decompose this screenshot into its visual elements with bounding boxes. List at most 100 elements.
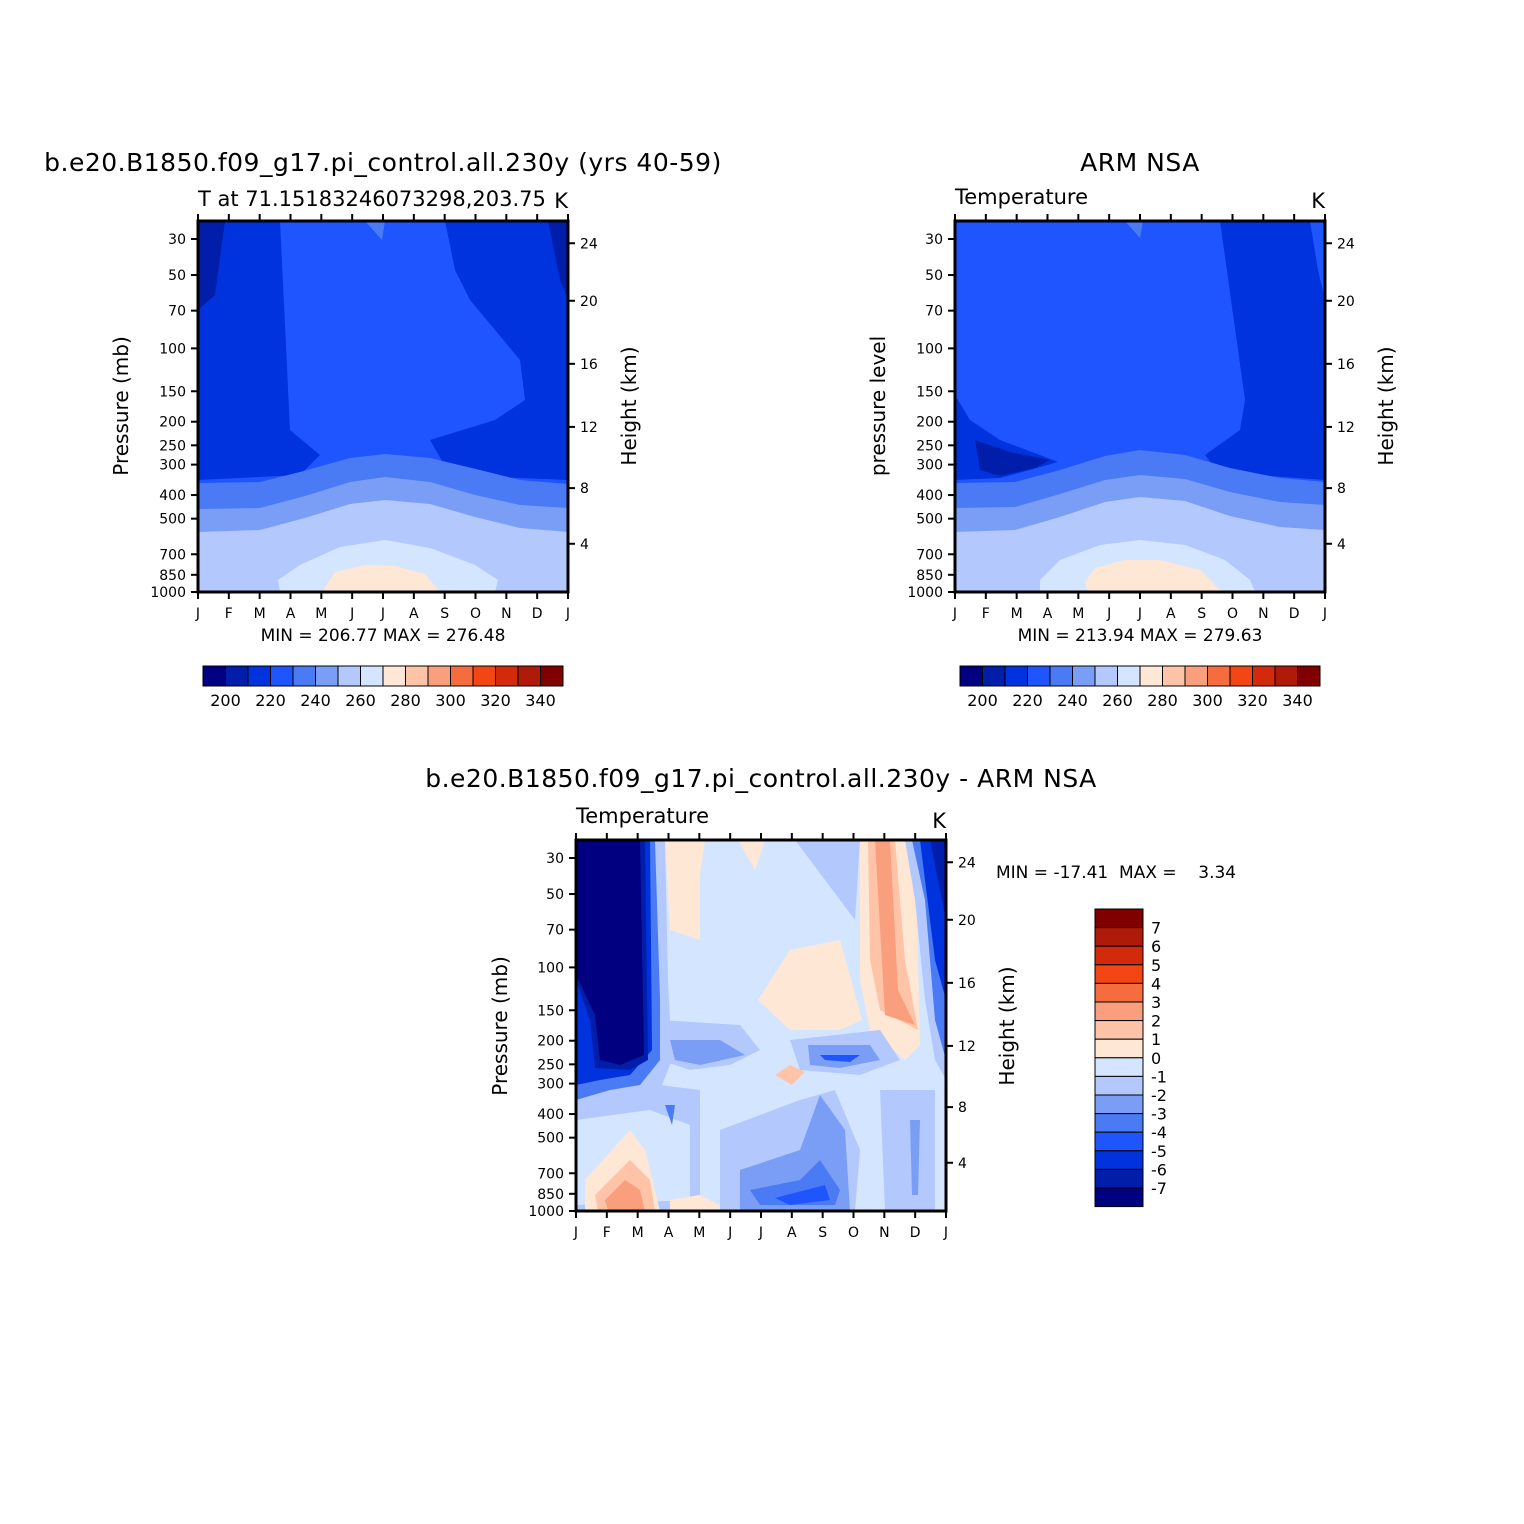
panel-diff-colorbar-swatch — [1094, 1038, 1144, 1059]
panel-model-contours — [198, 221, 568, 592]
panel-obs-xtick-label: N — [1258, 606, 1268, 622]
panel-obs-ytick-right-label: 8 — [1337, 481, 1346, 497]
panel-obs-ytick-label: 150 — [916, 384, 943, 400]
panel-diff-ytick-label: 500 — [537, 1131, 564, 1147]
panel-obs-xtick-label: J — [952, 606, 957, 622]
panel-obs-ytick-label: 850 — [916, 568, 943, 584]
panel-obs-xtick-label: A — [1043, 606, 1053, 622]
panel-diff-ytick-right-label: 24 — [958, 855, 976, 871]
panel-diff-colorbar-label: 1 — [1151, 1030, 1161, 1049]
panel-model-xtick-label: F — [225, 606, 233, 622]
panel-model-xtick-label: O — [470, 606, 481, 622]
panel-model-colorbar-swatch — [270, 665, 294, 687]
panel-model-colorbar-label: 240 — [300, 691, 331, 710]
panel-diff-colorbar-swatch — [1094, 1150, 1144, 1170]
panel-obs-colorbar-label: 240 — [1057, 691, 1088, 710]
panel-diff-xtick-label: A — [787, 1225, 797, 1241]
panel-diff: b.e20.B1850.f09_g17.pi_control.all.230y … — [425, 764, 1236, 1241]
panel-model-ytick-right-label: 20 — [580, 294, 598, 310]
panel-model-colorbar-swatch — [540, 665, 564, 687]
panel-obs-ytick-label: 200 — [916, 415, 943, 431]
panel-obs-colorbar-swatch — [1072, 665, 1096, 687]
panel-obs-xtick-label: J — [1322, 606, 1327, 622]
panel-diff-colorbar-swatch — [1094, 1094, 1144, 1115]
panel-obs-title: ARM NSA — [1080, 148, 1200, 177]
panel-model-ytick-right-label: 24 — [580, 236, 598, 252]
panel-obs-xtick-label: D — [1289, 606, 1300, 622]
panel-diff-ylabel-right: Height (km) — [995, 966, 1019, 1085]
panel-diff-xtick-label: J — [727, 1225, 732, 1241]
panel-obs-colorbar-swatch — [1184, 665, 1208, 687]
panel-obs-colorbar-label: 340 — [1282, 691, 1313, 710]
panel-diff-ytick-label: 300 — [537, 1077, 564, 1093]
panel-diff-xtick-label: M — [632, 1225, 644, 1241]
panel-obs-contours — [955, 221, 1325, 592]
panel-diff-colorbar-swatch — [1094, 1131, 1144, 1152]
panel-diff-ytick-label: 150 — [537, 1003, 564, 1019]
panel-diff-colorbar-label: 2 — [1151, 1012, 1161, 1031]
panel-obs-ytick-label: 100 — [916, 341, 943, 357]
panel-model-ytick-label: 500 — [159, 512, 186, 528]
panel-diff-colorbar-label: -1 — [1151, 1067, 1167, 1086]
panel-obs-ytick-label: 50 — [925, 268, 943, 284]
panel-model-ytick-label: 850 — [159, 568, 186, 584]
panel-model-colorbar-label: 300 — [435, 691, 466, 710]
panel-model-colorbar-swatch — [360, 665, 384, 687]
panel-model-ytick-label: 1000 — [150, 585, 186, 601]
panel-diff-subtitle: Temperature — [575, 804, 709, 828]
panel-diff-ylabel: Pressure (mb) — [488, 956, 512, 1096]
panel-model-ytick-label: 50 — [168, 268, 186, 284]
panel-obs-ytick-label: 300 — [916, 458, 943, 474]
panel-model-colorbar-label: 340 — [525, 691, 556, 710]
panel-diff-ytick-label: 50 — [546, 887, 564, 903]
panel-obs-colorbar-swatch — [982, 665, 1006, 687]
panel-obs-colorbar-swatch — [1049, 665, 1073, 687]
panel-model-xtick-label: J — [380, 606, 385, 622]
panel-diff-ytick-right-label: 4 — [958, 1156, 967, 1172]
panel-diff-xtick-label: N — [879, 1225, 889, 1241]
panel-model-colorbar-swatch — [517, 665, 541, 687]
panel-diff-xtick-label: D — [910, 1225, 921, 1241]
panel-obs-ytick-label: 70 — [925, 304, 943, 320]
panel-model-ytick-right-label: 8 — [580, 481, 589, 497]
panel-model-ytick-label: 700 — [159, 547, 186, 563]
panel-obs-colorbar-swatch — [959, 665, 983, 687]
panel-model-colorbar-label: 260 — [345, 691, 376, 710]
panel-model-xtick-label: M — [254, 606, 266, 622]
panel-model-colorbar-swatch — [450, 665, 474, 687]
panel-obs-colorbar-swatch — [1297, 665, 1321, 687]
panel-diff-colorbar-swatch — [1094, 908, 1144, 929]
panel-obs-colorbar-swatch — [1207, 665, 1231, 687]
panel-diff-contours — [576, 840, 946, 1211]
panel-obs-xtick-label: S — [1197, 606, 1206, 622]
panel-model-ytick-label: 70 — [168, 304, 186, 320]
panel-obs-ytick-right-label: 12 — [1337, 420, 1355, 436]
panel-obs-colorbar-label: 260 — [1102, 691, 1133, 710]
panel-model-colorbar-swatch — [337, 665, 361, 687]
panel-obs-colorbar-swatch — [1252, 665, 1276, 687]
panel-model-xtick-label: J — [349, 606, 354, 622]
panel-model-ylabel: Pressure (mb) — [109, 336, 133, 476]
panel-obs-subtitle: Temperature — [954, 185, 1088, 209]
panel-obs-stats: MIN = 213.94 MAX = 279.63 — [1018, 626, 1263, 646]
panel-obs-colorbar-swatch — [1094, 665, 1118, 687]
panel-obs-colorbar-label: 220 — [1012, 691, 1043, 710]
panel-model-xtick-label: M — [315, 606, 327, 622]
panel-model-units: K — [554, 189, 569, 213]
panel-obs-xtick-label: F — [982, 606, 990, 622]
panel-obs-ylabel-right: Height (km) — [1374, 346, 1398, 465]
panel-diff-colorbar-label: -6 — [1151, 1160, 1167, 1179]
panel-model-colorbar-swatch — [382, 665, 406, 687]
panel-obs-colorbar-label: 200 — [967, 691, 998, 710]
panel-diff-colorbar-swatch — [1094, 1075, 1144, 1096]
panel-model-colorbar-swatch — [292, 665, 316, 687]
panel-model-ytick-label: 30 — [168, 232, 186, 248]
panel-diff-xtick-label: J — [758, 1225, 763, 1241]
panel-model-xtick-label: J — [195, 606, 200, 622]
panel-model-stats: MIN = 206.77 MAX = 276.48 — [261, 626, 506, 646]
panel-diff-colorbar-label: 7 — [1151, 919, 1161, 938]
panel-model-ytick-label: 100 — [159, 341, 186, 357]
panel-diff-xtick-label: O — [848, 1225, 859, 1241]
panel-diff-ytick-label: 400 — [537, 1107, 564, 1123]
panel-model-ytick-label: 300 — [159, 458, 186, 474]
